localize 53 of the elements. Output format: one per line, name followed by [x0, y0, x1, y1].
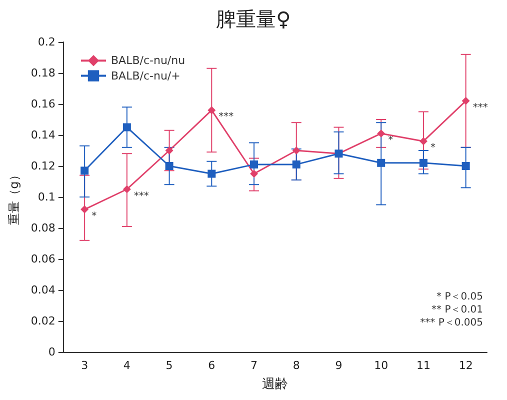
y-tick-label: 0.12	[30, 160, 56, 172]
y-tick-label: 0.2	[38, 36, 56, 48]
x-tick-label: 4	[123, 359, 130, 372]
point	[208, 170, 216, 178]
point	[462, 162, 470, 170]
point	[250, 160, 258, 168]
y-tick-label: 0.18	[30, 66, 56, 80]
y-tick-label: 0.06	[30, 252, 56, 266]
annotation: ***	[218, 112, 234, 123]
annotation: ***	[472, 102, 488, 114]
point	[122, 185, 131, 194]
point	[80, 166, 89, 175]
x-tick-label: 7	[250, 359, 258, 372]
y-tick-label: 0.04	[30, 284, 56, 296]
point	[419, 137, 428, 146]
x-tick-label: 3	[81, 359, 88, 372]
point	[122, 123, 131, 132]
y-tick-label: 0.14	[30, 128, 56, 142]
y-tick-label: 0.02	[30, 314, 56, 328]
point	[377, 129, 386, 138]
x-tick-label: 12	[458, 359, 473, 372]
annotation: ***	[134, 190, 149, 202]
point	[377, 158, 386, 167]
y-tick-label: 0	[48, 346, 56, 358]
point	[292, 146, 300, 154]
x-tick-label: 10	[374, 359, 388, 372]
y-tick-label: 0.08	[30, 222, 56, 234]
point	[80, 205, 89, 214]
annotation: *** P＜0.005	[420, 318, 483, 328]
y-tick-label: 0.1	[38, 190, 56, 204]
annotation: *	[388, 134, 394, 146]
point	[462, 96, 470, 105]
x-tick-label: 9	[335, 359, 342, 372]
x-tick-label: 11	[416, 359, 430, 372]
y-tick-label: 0.16	[30, 98, 56, 110]
y-axis-title: 重量（g）	[7, 169, 21, 225]
point	[292, 160, 300, 168]
legend-label: BALB/c-nu/+	[111, 69, 180, 82]
x-tick-label: 6	[208, 359, 216, 372]
point	[208, 106, 216, 114]
annotation: * P＜0.05	[436, 292, 483, 302]
point	[250, 170, 258, 178]
x-axis-title: 週齢	[262, 377, 288, 392]
annotation: ** P＜0.01	[432, 304, 483, 316]
chart-title: 脾重量♀	[216, 7, 291, 31]
point	[419, 158, 428, 167]
point	[165, 162, 174, 170]
x-tick-label: 5	[166, 359, 173, 372]
annotation: *	[430, 142, 436, 154]
x-tick-label: 8	[292, 359, 300, 372]
legend-label: BALB/c-nu/nu	[111, 54, 186, 68]
annotation: *	[92, 210, 97, 222]
point	[165, 146, 174, 154]
